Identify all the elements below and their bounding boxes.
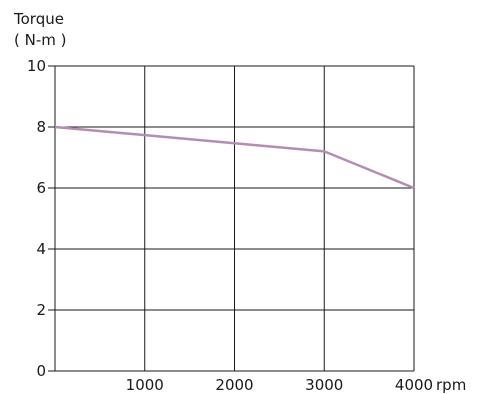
y-tick-label-1: 2 [36,301,46,319]
x-tick-label-2: 2000 [215,376,253,394]
x-tick-label-4: 4000 [395,376,433,394]
series-line-0 [54,125,415,190]
y-tick-label-3: 6 [36,179,46,197]
y-tick-label-4: 8 [36,118,46,136]
y-axis-unit: ( N-m ) [14,31,67,49]
x-tick-label-1: 1000 [126,376,164,394]
y-axis-label: Torque [13,10,64,28]
grid [48,65,415,372]
y-tick-label-5: 10 [27,57,46,75]
x-axis-unit: rpm [436,376,466,394]
tick-labels: 1000 2000 3000 4000 0 2 4 6 8 10 [27,57,433,394]
series-lines [54,125,415,190]
y-tick-label-0: 0 [36,362,46,380]
y-tick-label-2: 4 [36,240,46,258]
x-tick-label-3: 3000 [305,376,343,394]
